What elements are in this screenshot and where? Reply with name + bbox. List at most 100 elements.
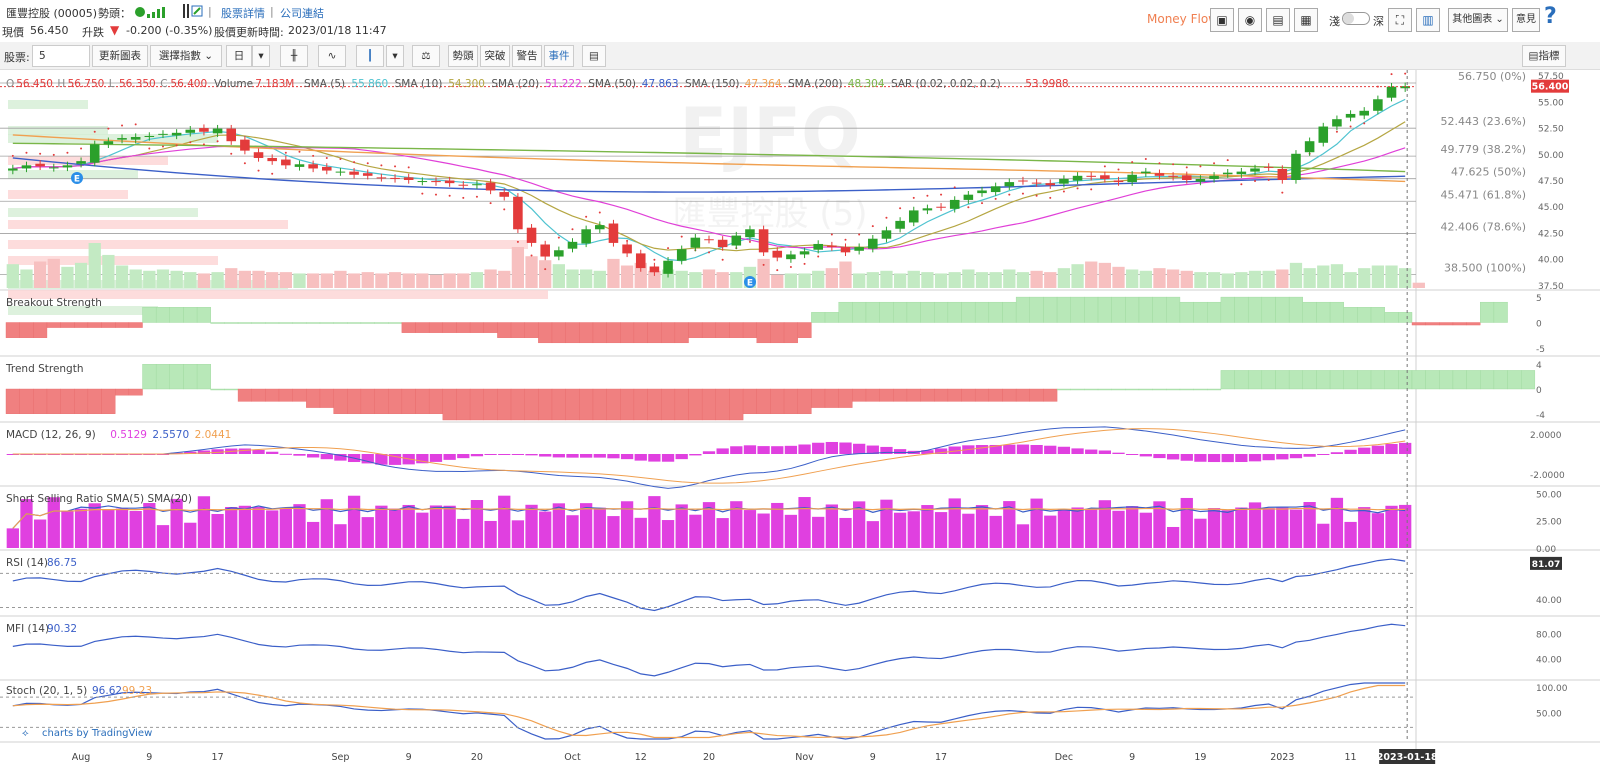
save-icon[interactable]: ▤ [1266, 8, 1290, 32]
select-indicator-select[interactable]: 選擇指數 ⌄ [150, 45, 222, 67]
macd-histogram-bar [1371, 445, 1385, 454]
macd-histogram-bar [470, 454, 484, 457]
breakout-bar [1234, 296, 1249, 323]
indicator-button[interactable]: ▤指標 [1522, 45, 1566, 67]
chart-area[interactable]: EJFQ 匯豐控股 (5) 56.750 (0%) 52.443 (23.6%) 49.… [0, 70, 1600, 779]
short-selling-bar [334, 524, 347, 548]
trend-bar [428, 388, 444, 414]
camera-icon[interactable]: ◉ [1238, 8, 1262, 32]
sar-dot [871, 225, 874, 228]
short-selling-bar [115, 508, 129, 548]
event-marker [744, 276, 756, 288]
breakout-bar [360, 322, 375, 324]
trend-bar [1247, 370, 1263, 390]
sar-dot [1390, 73, 1393, 76]
breakout-bar [442, 322, 457, 333]
mfi-value: 90.32 [47, 623, 77, 635]
trend-bar [483, 388, 498, 421]
breakout-bar [1288, 296, 1303, 323]
stock-details-link[interactable]: 股票詳情 [221, 7, 265, 20]
line-chart-icon[interactable]: ∿ [318, 45, 346, 67]
current-price: 56.450 [30, 24, 69, 37]
sar-dot [994, 197, 997, 200]
sar-dot [721, 258, 724, 261]
short-selling-bar [539, 511, 552, 548]
layout-icon[interactable]: ▦ [1294, 8, 1318, 32]
breakout-bar [265, 322, 280, 324]
company-links-link[interactable]: 公司連結 [280, 7, 324, 20]
breakout-bar [606, 322, 621, 344]
update-chart-button[interactable]: 更新圖表 [92, 45, 148, 67]
fullscreen-icon[interactable]: ⛶ [1388, 8, 1412, 32]
money-flow-link[interactable]: Money Flow [1147, 12, 1218, 26]
breakout-bar [633, 322, 648, 344]
pane-tick: 0 [1536, 386, 1542, 396]
breakout-bar [428, 322, 444, 333]
sar-dot [653, 258, 656, 261]
theme-toggle[interactable] [1342, 12, 1370, 25]
chart-type-dropdown[interactable]: ▾ [386, 45, 404, 67]
event-button[interactable]: 事件 [544, 45, 574, 67]
short-selling-bar [934, 512, 948, 548]
short-selling-bar [1262, 508, 1275, 548]
down-arrow-icon: ▼ [110, 23, 120, 37]
short-selling-bar [1303, 502, 1316, 548]
volume-bar [1207, 272, 1221, 288]
macd-histogram-bar [825, 441, 838, 454]
time-tick: 20 [471, 752, 483, 763]
add-chart-icon[interactable]: ▣ [1210, 8, 1234, 32]
breakout-bar [1316, 301, 1331, 323]
volume-bar [661, 269, 675, 288]
short-selling-bar [866, 521, 879, 548]
price-tick: 57.50 [1538, 72, 1564, 82]
candle-body [226, 128, 237, 142]
compare-icon[interactable]: ▥ [1416, 8, 1440, 32]
stoch-d-value: 99.23 [122, 685, 152, 697]
pane-tick: 50.00 [1536, 709, 1562, 719]
indicator-value: 48.304 [848, 78, 885, 90]
volume-bar [1126, 269, 1139, 288]
breakout-bar [565, 322, 580, 344]
short-selling-bar [893, 512, 907, 548]
volume-profile-bar [8, 134, 218, 143]
sar-dot [298, 150, 301, 153]
price-label: 現價 [2, 26, 24, 39]
period-dropdown[interactable]: ▾ [252, 45, 270, 67]
sar-dot [93, 130, 96, 133]
chart-toggle-icon[interactable] [182, 3, 206, 19]
candlestick-icon[interactable]: ┃ [356, 45, 384, 67]
short-selling-bar [921, 505, 934, 548]
warning-button[interactable]: 警告 [512, 45, 542, 67]
sar-dot [202, 143, 205, 146]
short-selling-bar [948, 498, 961, 548]
macd-histogram-bar [1057, 446, 1071, 454]
trend-button[interactable]: 勢頭 [448, 45, 478, 67]
other-charts-select[interactable]: 其他圖表 ⌄ [1448, 8, 1508, 32]
trend-bar [224, 388, 239, 391]
volume-bar [812, 270, 825, 288]
short-selling-bar [1289, 509, 1303, 548]
last-price-tag [1531, 79, 1569, 93]
breakout-bar [1275, 296, 1290, 323]
short-selling-bar [825, 504, 838, 548]
volume-bar [143, 270, 156, 288]
macd-histogram-bar [1071, 448, 1084, 454]
volume-bar [607, 258, 620, 288]
scale-icon[interactable]: ⚖ [412, 45, 440, 67]
candle-body [1141, 171, 1151, 174]
help-icon[interactable]: ? [1544, 4, 1557, 29]
bar-chart-icon[interactable]: ╫ [280, 45, 308, 67]
sar-dot [1131, 161, 1134, 164]
opinion-button[interactable]: 意見 [1512, 8, 1540, 32]
volume-bar [1262, 270, 1275, 288]
breakout-bar [1097, 296, 1112, 323]
indicator-name: SMA (20) [491, 78, 539, 90]
stock-code-input[interactable]: 5 [32, 45, 90, 67]
period-select[interactable]: 日 [226, 45, 252, 67]
price-tick: 55.00 [1538, 98, 1564, 108]
breakout-button[interactable]: 突破 [480, 45, 510, 67]
macd-histogram-bar [416, 454, 429, 464]
volume-bar [33, 261, 47, 288]
indicator-template-icon[interactable]: ▤ [582, 45, 606, 67]
volume-bar [115, 265, 129, 288]
